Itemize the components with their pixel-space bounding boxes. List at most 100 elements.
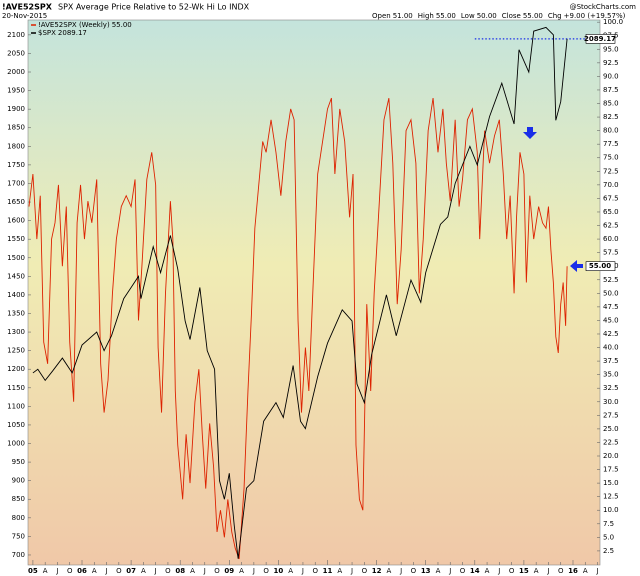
x-tick-label: J xyxy=(350,567,353,575)
annotation-arrow xyxy=(570,260,583,272)
legend-label: $SPX xyxy=(38,29,56,37)
y-tick-label: 1650 xyxy=(7,198,25,206)
y-tick-label: 1500 xyxy=(7,254,25,262)
x-tick-label: O xyxy=(165,567,171,575)
y-tick-label: 1250 xyxy=(7,347,25,355)
x-tick-label: 14 xyxy=(470,567,480,575)
x-tick-label: O xyxy=(411,567,417,575)
x-tick-label: O xyxy=(116,567,122,575)
x-tick-label: A xyxy=(386,567,391,575)
y-tick-label: 800 xyxy=(12,514,25,522)
x-tick-label: A xyxy=(485,567,490,575)
y2-tick-label: 50.0 xyxy=(603,289,619,297)
y2-tick-label: 17.5 xyxy=(603,466,619,474)
y-tick-label: 900 xyxy=(12,477,25,485)
quote-value: 55.00 xyxy=(523,12,543,20)
x-tick-label: A xyxy=(534,567,539,575)
x-tick-label: J xyxy=(154,567,157,575)
x-tick-label: 16 xyxy=(568,567,578,575)
y2-tick-label: 42.5 xyxy=(603,330,619,338)
date: 20-Nov-2015 xyxy=(2,12,47,20)
y-tick-label: 1550 xyxy=(7,235,25,243)
source: @StockCharts.com xyxy=(570,3,637,11)
y2-tick-label: 92.5 xyxy=(603,59,619,67)
y-tick-label: 1600 xyxy=(7,217,25,225)
y2-tick-label: 90.0 xyxy=(603,72,619,80)
y2-tick-label: 65.0 xyxy=(603,208,619,216)
x-tick-label: O xyxy=(362,567,368,575)
last-value-box xyxy=(585,261,616,271)
x-tick-label: A xyxy=(337,567,342,575)
x-tick-label: J xyxy=(105,567,108,575)
last-value-label: 2089.17 xyxy=(584,35,616,43)
x-tick-label: J xyxy=(546,567,549,575)
y2-tick-label: 87.5 xyxy=(603,86,619,94)
y-tick-label: 1900 xyxy=(7,105,25,113)
y2-tick-label: 47.5 xyxy=(603,303,619,311)
y-tick-label: 2050 xyxy=(7,49,25,57)
y2-tick-label: 95.0 xyxy=(603,45,619,53)
quote-value: +9.00 (+19.57%) xyxy=(564,12,626,20)
y2-tick-label: 12.5 xyxy=(603,493,619,501)
series-line xyxy=(32,26,568,559)
last-value-box xyxy=(585,34,616,44)
y-tick-label: 1000 xyxy=(7,440,25,448)
y2-tick-label: 20.0 xyxy=(603,452,619,460)
x-tick-label: A xyxy=(92,567,97,575)
x-tick-label: 08 xyxy=(175,567,185,575)
y-tick-label: 700 xyxy=(12,551,25,559)
y2-tick-label: 27.5 xyxy=(603,411,619,419)
y-tick-label: 1150 xyxy=(7,384,25,392)
x-tick-label: O xyxy=(214,567,220,575)
y-tick-label: 950 xyxy=(12,458,25,466)
quote-value: 55.00 xyxy=(436,12,456,20)
y-tick-label: 850 xyxy=(12,495,25,503)
x-tick-label: 07 xyxy=(126,567,136,575)
symbol: !AVE52SPX xyxy=(2,3,53,12)
x-tick-label: 10 xyxy=(274,567,284,575)
y-tick-label: 2100 xyxy=(7,31,25,39)
y2-tick-label: 37.5 xyxy=(603,357,619,365)
quote-label: Low xyxy=(461,12,475,20)
y2-tick-label: 35.0 xyxy=(603,371,619,379)
y-tick-label: 2000 xyxy=(7,68,25,76)
x-tick-label: J xyxy=(497,567,500,575)
x-tick-label: J xyxy=(596,567,599,575)
x-tick-label: A xyxy=(288,567,293,575)
series-line xyxy=(28,97,568,560)
x-tick-label: A xyxy=(141,567,146,575)
y2-tick-label: 40.0 xyxy=(603,344,619,352)
y-tick-label: 1200 xyxy=(7,365,25,373)
y2-tick-label: 62.5 xyxy=(603,222,619,230)
y2-tick-label: 5.0 xyxy=(603,533,614,541)
y2-tick-label: 52.5 xyxy=(603,276,619,284)
quote: Open 51.00 High 55.00 Low 50.00 Close 55.00 Chg +… xyxy=(372,12,626,20)
x-tick-label: O xyxy=(312,567,318,575)
y2-tick-label: 75.0 xyxy=(603,154,619,162)
x-tick-label: J xyxy=(55,567,58,575)
x-tick-label: O xyxy=(263,567,269,575)
y2-tick-label: 45.0 xyxy=(603,316,619,324)
y2-tick-label: 60.0 xyxy=(603,235,619,243)
y-tick-label: 1300 xyxy=(7,328,25,336)
x-tick-label: 13 xyxy=(421,567,431,575)
y2-tick-label: 10.0 xyxy=(603,506,619,514)
legend-value: 55.00 xyxy=(112,21,132,29)
x-tick-label: J xyxy=(252,567,255,575)
x-tick-label: A xyxy=(43,567,48,575)
x-tick-label: J xyxy=(399,567,402,575)
x-tick-label: O xyxy=(558,567,564,575)
quote-label: High xyxy=(418,12,434,20)
y2-tick-label: 80.0 xyxy=(603,127,619,135)
x-tick-label: 09 xyxy=(224,567,234,575)
x-tick-label: O xyxy=(460,567,466,575)
x-tick-label: 15 xyxy=(519,567,529,575)
quote-value: 51.00 xyxy=(393,12,413,20)
y-tick-label: 1350 xyxy=(7,309,25,317)
x-tick-label: 06 xyxy=(77,567,87,575)
y2-tick-label: 15.0 xyxy=(603,479,619,487)
y2-tick-label: 72.5 xyxy=(603,167,619,175)
plot-area xyxy=(27,19,601,566)
y-tick-label: 1450 xyxy=(7,272,25,280)
